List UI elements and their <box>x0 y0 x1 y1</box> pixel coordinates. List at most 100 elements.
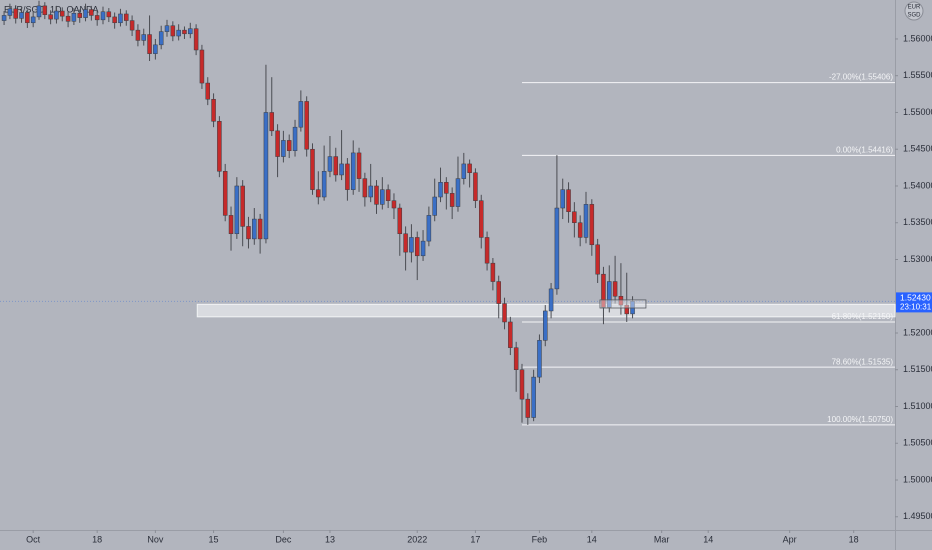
candle-body <box>414 237 420 257</box>
price-label-bg <box>896 292 932 313</box>
y-tick-label: 1.54500 <box>903 144 932 154</box>
candle-body <box>490 262 496 282</box>
candle-body <box>188 28 193 35</box>
candle-body <box>60 10 65 17</box>
x-tick-label: Oct <box>26 534 41 544</box>
candle-body <box>391 200 397 209</box>
range-box <box>599 299 647 309</box>
candle-body <box>409 237 414 253</box>
candle-body <box>71 12 77 22</box>
y-tick-label: 1.54000 <box>903 180 932 190</box>
candle-body <box>193 28 199 51</box>
candle-body <box>554 207 560 290</box>
candle-body <box>438 182 443 198</box>
y-tick-label: 1.55500 <box>903 70 932 80</box>
candle-body <box>182 29 187 35</box>
candle-body <box>583 204 589 238</box>
fib-label: 100.00%(1.50750) <box>827 415 893 424</box>
candle-body <box>525 398 531 418</box>
candle-body <box>205 82 210 100</box>
candle-body <box>281 140 286 157</box>
candle-body <box>234 185 240 235</box>
candle-body <box>368 185 373 198</box>
x-tick-label: 2022 <box>407 534 427 544</box>
x-tick-label: Feb <box>532 534 548 544</box>
candle-body <box>257 218 263 240</box>
candle-body <box>444 182 449 194</box>
candle-body <box>292 126 298 151</box>
candle-body <box>327 156 333 172</box>
candle-body <box>89 9 94 16</box>
candle-body <box>100 11 106 21</box>
y-tick-label: 1.50500 <box>903 438 932 448</box>
candle-body <box>537 340 542 378</box>
candle-body <box>7 8 13 16</box>
candle-body <box>513 347 519 371</box>
fib-label: 78.60%(1.51535) <box>832 357 894 366</box>
candle-body <box>199 49 205 84</box>
candle-body <box>153 44 158 54</box>
y-tick-label: 1.51500 <box>903 364 932 374</box>
candle-body <box>228 215 234 235</box>
candle-body <box>30 16 36 24</box>
fib-label: 0.00%(1.54416) <box>836 146 893 155</box>
candle-body <box>449 193 455 207</box>
candle-body <box>240 185 245 227</box>
y-tick-label: 1.56000 <box>903 33 932 43</box>
candle-body <box>1 15 7 21</box>
candle-body <box>566 189 571 212</box>
candle-body <box>496 281 501 304</box>
candle-body <box>362 178 368 198</box>
candle-body <box>42 5 48 15</box>
candle-body <box>246 226 251 240</box>
candle-body <box>345 163 350 190</box>
candle-body <box>543 310 548 341</box>
candle-body <box>83 9 88 18</box>
y-tick-label: 1.50000 <box>903 474 932 484</box>
candle-body <box>455 178 461 207</box>
candle-body <box>211 98 216 122</box>
candle-body <box>298 101 304 128</box>
candle-body <box>339 163 344 176</box>
candle-body <box>65 15 71 22</box>
candle-body <box>577 222 583 238</box>
x-tick-label: 14 <box>703 534 713 544</box>
y-tick-label: 1.53500 <box>903 217 932 227</box>
candle-body <box>403 233 408 253</box>
candle-body <box>426 215 432 242</box>
fib-label: 61.80%(1.52150) <box>832 312 894 321</box>
candle-body <box>350 152 356 190</box>
candle-body <box>484 237 490 264</box>
candle-body <box>36 5 42 18</box>
x-tick-label: Apr <box>783 534 797 544</box>
candle-body <box>252 218 257 240</box>
candle-body <box>48 14 53 20</box>
candle-body <box>275 130 280 157</box>
candle-body <box>479 200 484 238</box>
candle-body <box>286 140 292 151</box>
candle-body <box>356 152 362 179</box>
candle-body <box>94 15 100 21</box>
x-tick-label: 14 <box>587 534 597 544</box>
candle-body <box>19 12 24 19</box>
candle-body <box>135 29 141 41</box>
candle-body <box>25 12 30 24</box>
y-tick-label: 1.52000 <box>903 327 932 337</box>
candle-body <box>217 121 222 172</box>
symbol-base: EUR <box>908 5 921 11</box>
candle-body <box>269 112 275 132</box>
y-tick-label: 1.49500 <box>903 511 932 521</box>
candle-body <box>13 8 18 19</box>
countdown: 23:10:31 <box>900 302 932 311</box>
candle-body <box>473 172 478 201</box>
candle-body <box>112 16 117 24</box>
candle-body <box>380 189 385 205</box>
candle-body <box>333 156 339 176</box>
candle-body <box>502 303 507 323</box>
candle-body <box>54 10 59 20</box>
candle-body <box>432 196 437 216</box>
candle-body <box>263 112 269 240</box>
